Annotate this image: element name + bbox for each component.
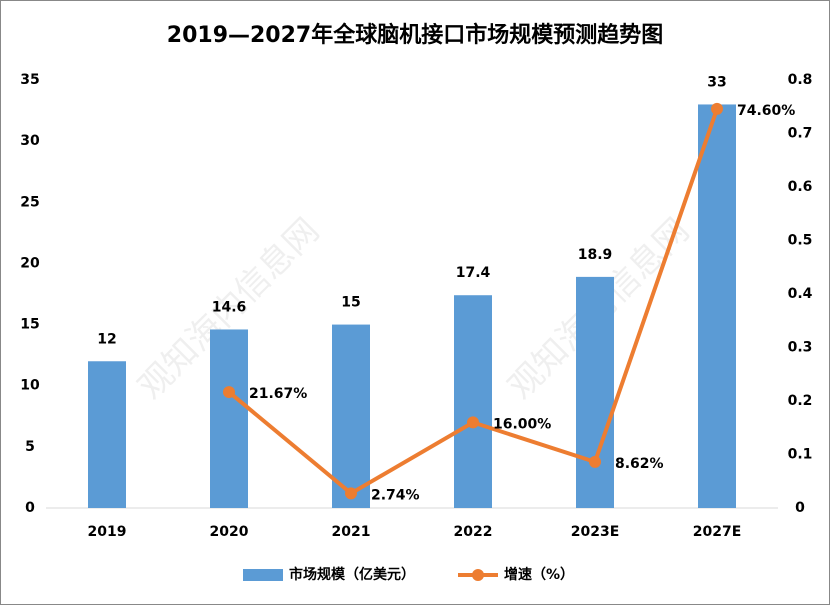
y2-tick-label: 0.1	[788, 447, 813, 463]
y-tick-label: 5	[25, 439, 35, 455]
y-tick-label: 30	[20, 133, 40, 149]
y-tick-label: 35	[20, 72, 39, 88]
bar-label: 18.9	[578, 247, 613, 263]
y2-tick-label: 0.7	[788, 126, 813, 142]
legend-label: 市场规模（亿美元）	[289, 566, 415, 583]
line-point	[589, 455, 601, 468]
line-point	[711, 102, 723, 115]
x-tick-label: 2023E	[571, 524, 620, 540]
x-tick-label: 2019	[88, 524, 127, 540]
bar-label: 14.6	[212, 299, 247, 315]
y2-tick-label: 0	[795, 500, 805, 516]
legend-swatch	[243, 569, 283, 581]
y-tick-label: 25	[20, 194, 39, 210]
bar-label: 12	[97, 331, 116, 347]
x-tick-label: 2027E	[693, 524, 742, 540]
bar-label: 17.4	[456, 265, 491, 281]
line-label: 8.62%	[615, 456, 664, 472]
line-label: 2.74%	[371, 487, 420, 503]
y-tick-label: 0	[25, 500, 35, 516]
y2-tick-label: 0.8	[788, 72, 813, 88]
y-tick-label: 10	[20, 378, 40, 394]
line-label: 21.67%	[249, 386, 307, 402]
bar	[332, 324, 370, 508]
x-tick-label: 2020	[210, 524, 249, 540]
line-label: 16.00%	[493, 416, 551, 432]
bar	[454, 295, 492, 508]
legend-swatch	[472, 569, 484, 581]
legend-label: 增速（%）	[504, 566, 574, 583]
bar	[576, 276, 614, 508]
bar-label: 15	[341, 295, 360, 311]
y-tick-label: 20	[20, 255, 40, 271]
y2-tick-label: 0.3	[788, 340, 813, 356]
y2-tick-label: 0.6	[788, 179, 813, 195]
line-label: 74.60%	[737, 103, 795, 119]
bar-label: 33	[707, 74, 726, 90]
chart-title: 2019—2027年全球脑机接口市场规模预测趋势图	[167, 22, 663, 48]
y2-tick-label: 0.4	[788, 286, 813, 302]
y2-tick-label: 0.2	[788, 393, 813, 409]
y-tick-label: 15	[20, 317, 39, 333]
bar	[698, 104, 736, 508]
line-point	[467, 416, 479, 429]
line-point	[345, 487, 357, 500]
x-tick-label: 2022	[454, 524, 493, 540]
bar	[88, 361, 126, 508]
x-tick-label: 2021	[332, 524, 371, 540]
y2-tick-label: 0.5	[788, 233, 813, 249]
bar	[210, 329, 248, 508]
line-point	[223, 386, 235, 399]
